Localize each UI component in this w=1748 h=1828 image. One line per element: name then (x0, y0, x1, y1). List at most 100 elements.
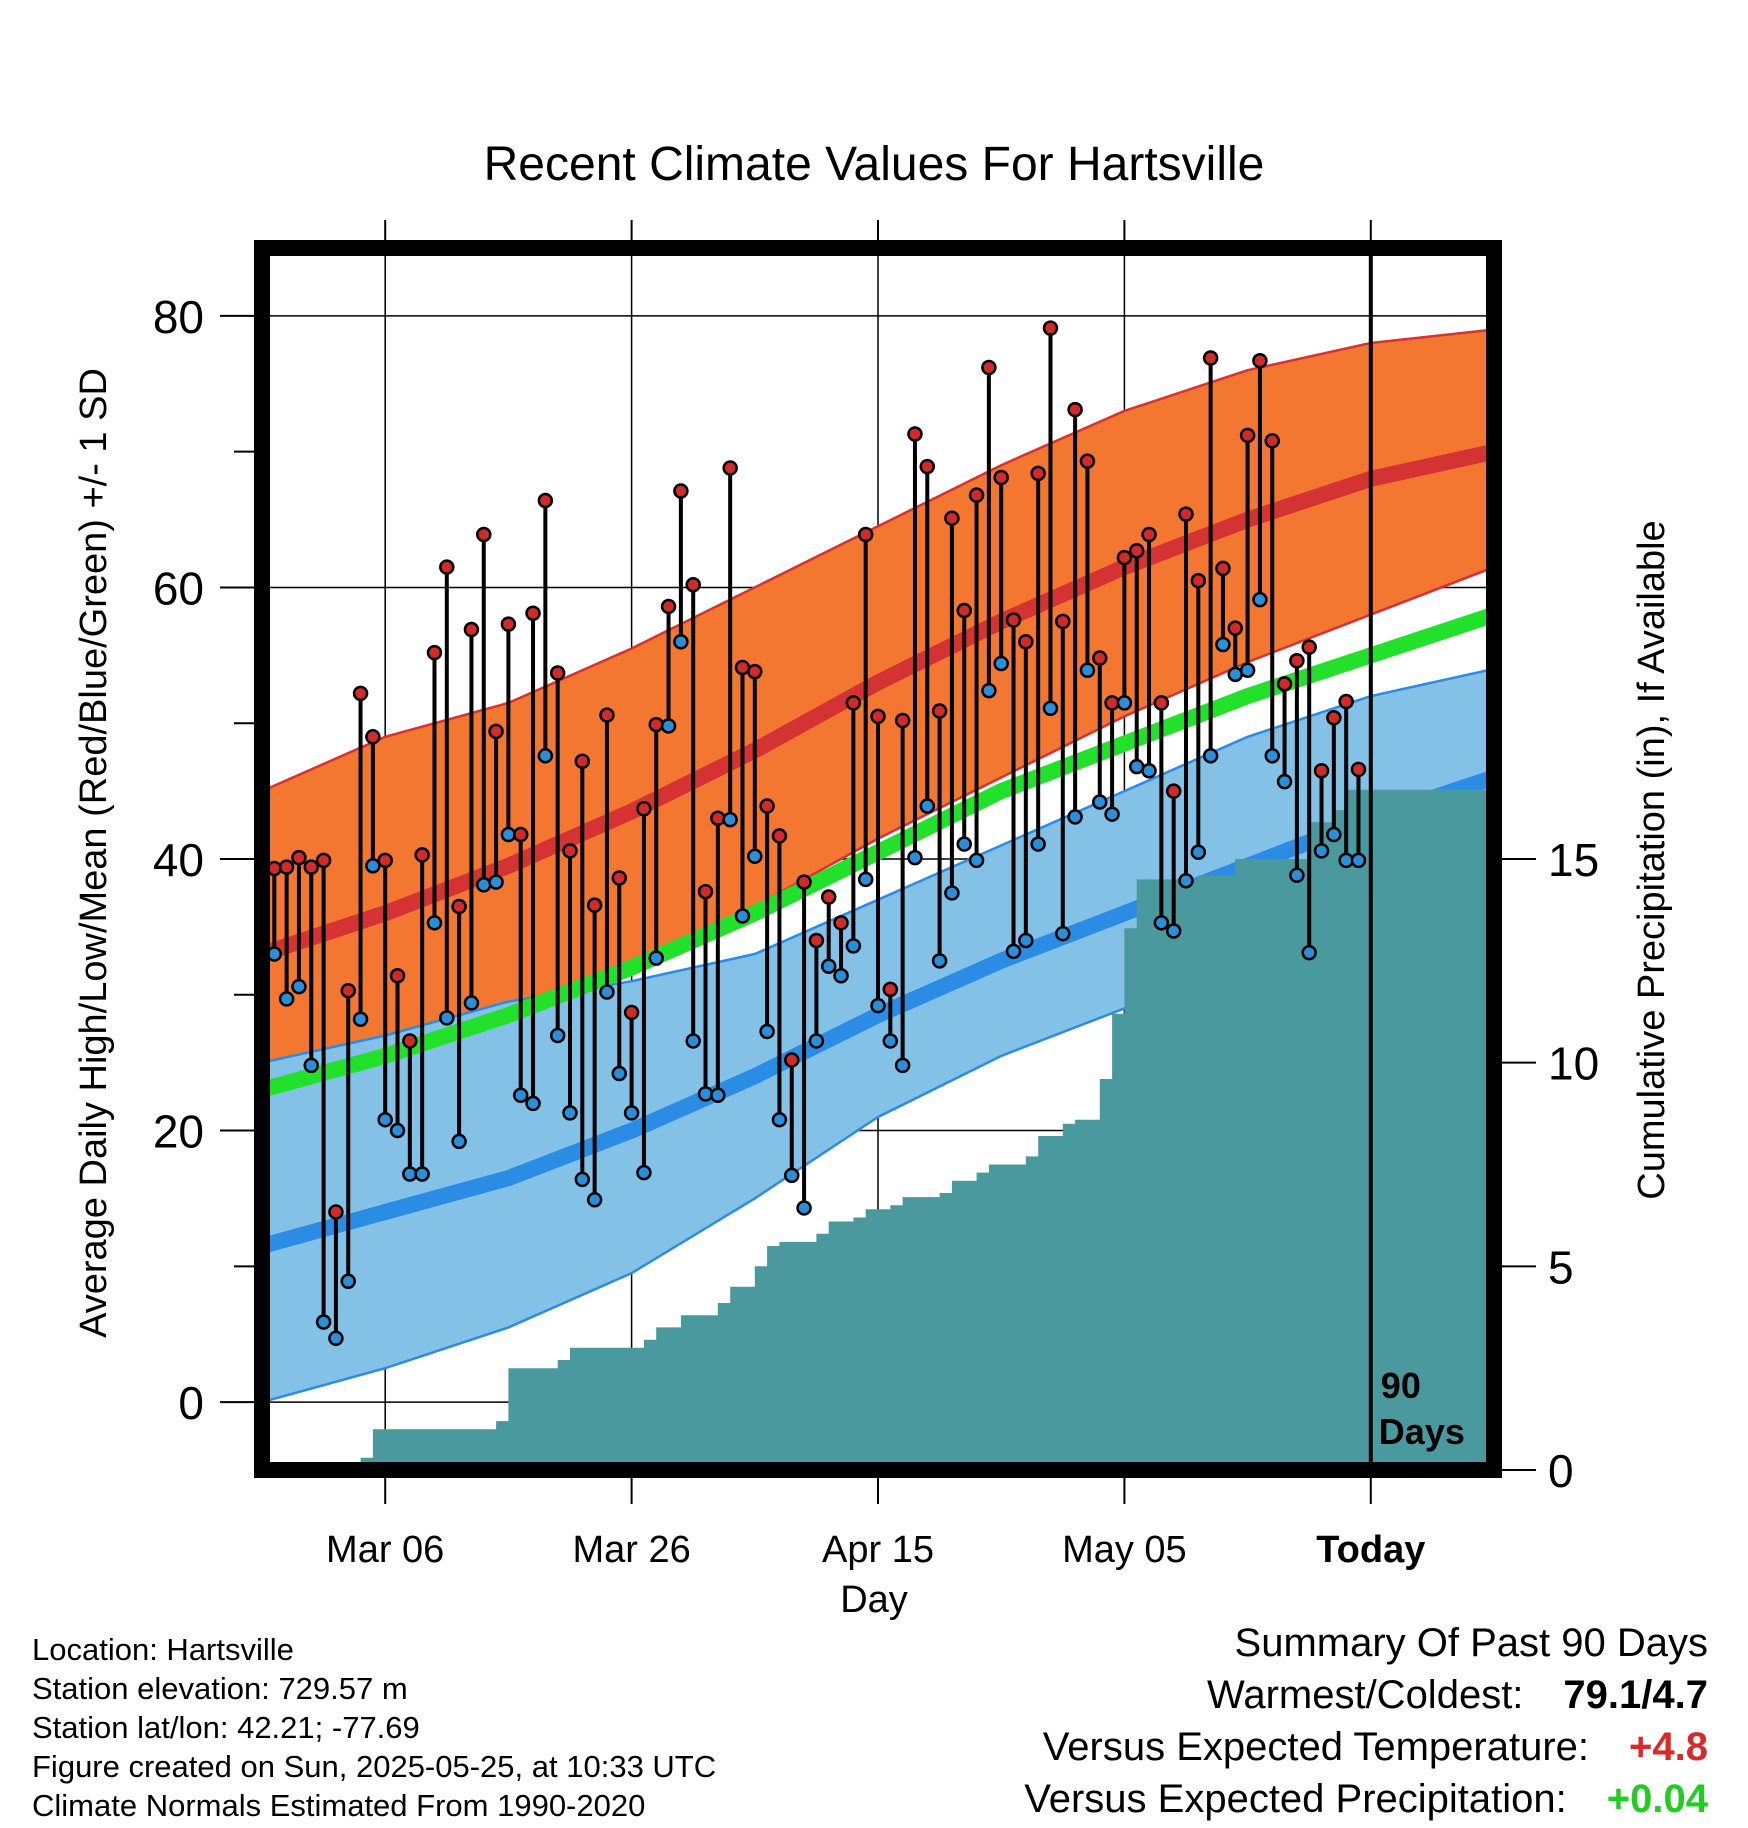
daily-high-point (697, 883, 714, 900)
daily-high-point (365, 729, 381, 745)
daily-low-point (710, 1087, 726, 1104)
y-tick-label: 60 (153, 562, 204, 614)
daily-low-point (759, 1023, 775, 1040)
summary-panel: Summary Of Past 90 Days Warmest/Coldest:… (1024, 1617, 1708, 1825)
precip-area (262, 789, 1494, 1470)
daily-low-point (291, 978, 307, 995)
daily-low-point (784, 1167, 800, 1184)
daily-high-point (685, 576, 701, 593)
daily-low-point (328, 1330, 344, 1347)
x-tick-label: Mar 06 (326, 1529, 444, 1571)
daily-low-point (944, 885, 960, 901)
x-tick-label: Mar 26 (572, 1529, 690, 1571)
daily-low-point (426, 915, 443, 931)
daily-low-point (870, 997, 886, 1014)
daily-low-point (549, 1027, 566, 1044)
daily-high-point (1190, 572, 1207, 589)
daily-low-point (439, 1010, 455, 1026)
daily-high-point (1264, 433, 1280, 449)
daily-high-point (1289, 653, 1305, 669)
daily-high-point (747, 663, 763, 680)
daily-low-point (525, 1095, 541, 1112)
daily-low-point (340, 1273, 356, 1290)
y2-tick-label: 10 (1548, 1038, 1599, 1090)
daily-high-point (931, 703, 948, 719)
daily-low-point (734, 908, 751, 924)
daily-high-point (488, 723, 504, 740)
daily-low-point (1264, 748, 1280, 764)
daily-high-point (414, 847, 430, 863)
daily-high-point (944, 510, 960, 526)
today-days-number: 90 (1381, 1365, 1421, 1406)
low-normal-line (262, 769, 1494, 1254)
daily-low-point (512, 1087, 529, 1104)
daily-low-point (796, 1200, 812, 1216)
daily-low-point (451, 1133, 467, 1150)
daily-high-point (451, 898, 467, 915)
daily-low-point (993, 655, 1009, 672)
daily-high-point (500, 616, 517, 632)
daily-high-point (476, 526, 492, 543)
daily-high-point (1153, 695, 1170, 711)
daily-high-point (1178, 506, 1194, 522)
daily-low-point (303, 1057, 320, 1074)
y2-axis-label: Cumulative Precipitation (in), If Availa… (1631, 520, 1673, 1199)
daily-high-point (426, 644, 443, 661)
daily-low-point (1018, 932, 1034, 949)
daily-high-point (882, 981, 899, 998)
daily-high-point (549, 665, 566, 681)
daily-low-point (1104, 806, 1120, 822)
daily-high-point (1202, 350, 1219, 366)
daily-low-point (1239, 662, 1256, 679)
daily-high-point (1338, 693, 1354, 710)
daily-high-point (439, 559, 455, 575)
created-text: Figure created on Sun, 2025-05-25, at 10… (32, 1749, 717, 1784)
daily-low-point (1276, 773, 1293, 790)
daily-low-point (1178, 872, 1194, 889)
daily-low-point (882, 1033, 899, 1049)
x-tick-label: May 05 (1062, 1529, 1187, 1571)
daily-high-point (820, 889, 837, 905)
daily-high-point (389, 968, 406, 984)
daily-low-point (1055, 925, 1071, 942)
daily-low-point (1141, 762, 1157, 779)
daily-high-point (1313, 762, 1330, 779)
daily-low-point (599, 984, 615, 1000)
summary-heading: Summary Of Past 90 Days (1234, 1621, 1708, 1665)
daily-high-point (907, 426, 923, 442)
daily-low-point (623, 1105, 640, 1121)
daily-low-point (377, 1111, 393, 1128)
daily-high-point (537, 492, 554, 509)
y2-tick-label: 5 (1548, 1241, 1574, 1293)
summary-precip-row: Versus Expected Precipitation: +0.04 (1024, 1773, 1708, 1825)
daily-high-point (660, 598, 677, 615)
daily-high-point (796, 874, 812, 890)
daily-low-point (660, 718, 677, 734)
daily-low-point (1079, 662, 1096, 679)
warm-cold-label: Warmest/Coldest: (1207, 1673, 1524, 1717)
daily-high-point (623, 1004, 640, 1021)
daily-low-point (907, 849, 923, 866)
daily-low-point (956, 836, 972, 852)
daily-low-point (968, 852, 985, 869)
daily-high-point (833, 915, 849, 931)
daily-low-point (1301, 944, 1317, 961)
daily-low-point (476, 877, 492, 893)
latlon-text: Station lat/lon: 42.21; -77.69 (32, 1710, 420, 1745)
chart-title: Recent Climate Values For Hartsville (484, 138, 1265, 191)
daily-low-point (1128, 758, 1145, 775)
y-tick-label: 20 (153, 1106, 204, 1158)
daily-bars (254, 320, 1367, 1347)
daily-low-point (1289, 867, 1305, 884)
daily-high-point (525, 605, 541, 621)
daily-low-point (278, 991, 295, 1007)
daily-high-point (870, 708, 886, 725)
x-tick-label: Apr 15 (822, 1529, 934, 1571)
daily-low-point (352, 1011, 369, 1027)
elevation-text: Station elevation: 729.57 m (32, 1671, 408, 1706)
daily-high-point (611, 870, 628, 886)
normals-text: Climate Normals Estimated From 1990-2020 (32, 1788, 646, 1823)
temp-value: +4.8 (1629, 1725, 1708, 1769)
daily-high-point (377, 852, 393, 869)
daily-high-point (981, 359, 997, 376)
